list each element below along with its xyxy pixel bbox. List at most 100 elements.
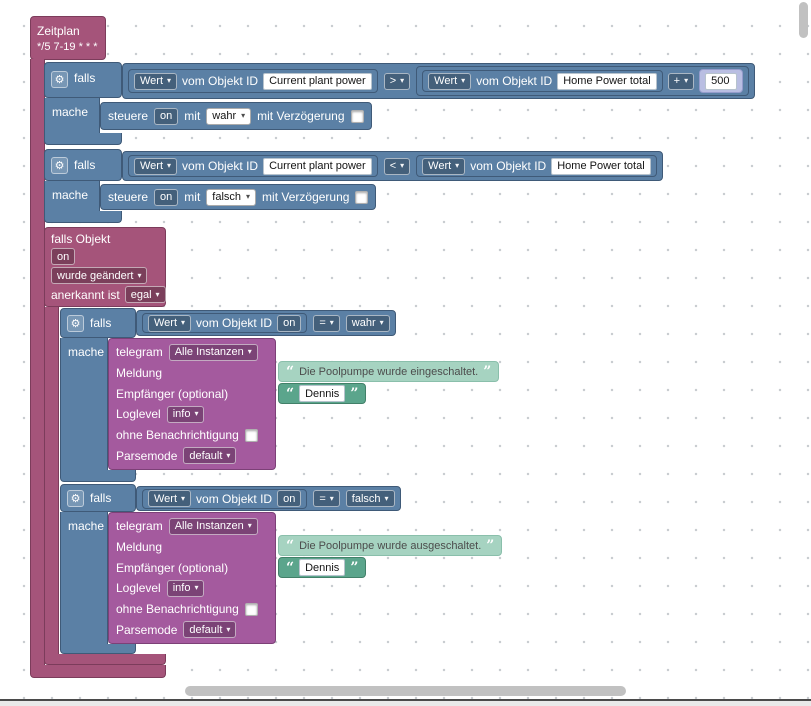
value-type-dropdown[interactable]: Wert ▾: [134, 72, 178, 90]
of-object-label: vom Objekt ID: [182, 74, 259, 88]
of-object-label: vom Objekt ID: [196, 316, 273, 330]
schedule-block-spine: [30, 59, 45, 665]
instance-dropdown[interactable]: Alle Instanzen ▾: [168, 343, 258, 361]
gear-icon[interactable]: ⚙: [51, 156, 68, 174]
parsemode-dropdown[interactable]: default ▾: [183, 621, 237, 639]
message-text[interactable]: Die Poolpumpe wurde ausgeschaltet.: [299, 539, 482, 552]
parsemode-dropdown[interactable]: default ▾: [183, 447, 237, 465]
do-section-3: mache: [60, 338, 108, 470]
telegram-block-1[interactable]: telegram Alle Instanzen ▾ Meldung Empfänge…: [108, 338, 276, 470]
value-block[interactable]: Wert ▾ vom Objekt ID Current plant power: [128, 155, 378, 177]
compare-block-3[interactable]: Wert ▾ vom Objekt ID on = ▾ wahr ▾: [136, 310, 396, 336]
schedule-title: Zeitplan: [37, 23, 80, 38]
value-type-dropdown[interactable]: Wert ▾: [148, 314, 192, 332]
delay-checkbox[interactable]: [350, 109, 364, 123]
oid-badge[interactable]: on: [154, 107, 179, 125]
chevron-down-icon: ▾: [181, 318, 186, 327]
message-text[interactable]: Die Poolpumpe wurde eingeschaltet.: [299, 365, 479, 378]
horizontal-scrollbar[interactable]: [185, 686, 626, 696]
dropdown-label: =: [319, 492, 326, 505]
value-type-dropdown[interactable]: Wert ▾: [134, 157, 178, 175]
oid-badge[interactable]: on: [277, 314, 302, 332]
recipient-field[interactable]: Dennis: [299, 385, 346, 402]
value-block[interactable]: Wert ▾ vom Objekt ID Home Power total: [416, 155, 657, 177]
object-id-field[interactable]: Current plant power: [263, 72, 372, 90]
number-shadow-block[interactable]: 500: [699, 69, 744, 93]
compare-block-2[interactable]: Wert ▾ vom Objekt ID Current plant power …: [122, 151, 663, 181]
cron-field[interactable]: */5 7-19 * * *: [37, 40, 98, 53]
ack-dropdown[interactable]: egal ▾: [124, 286, 166, 303]
value-type-dropdown[interactable]: Wert ▾: [422, 157, 466, 175]
gear-icon[interactable]: ⚙: [67, 489, 84, 507]
control-block-2[interactable]: steuere on mit falsch ▾ mit Verzögerung: [100, 184, 377, 210]
value-dropdown[interactable]: wahr ▾: [206, 107, 252, 125]
value-dropdown[interactable]: wahr ▾: [345, 314, 390, 332]
if-label: falls: [90, 491, 112, 505]
oid-badge[interactable]: on: [277, 490, 302, 507]
value-dropdown[interactable]: falsch ▾: [345, 490, 395, 507]
text-block[interactable]: “ Dennis ”: [278, 383, 367, 404]
chevron-down-icon: ▾: [400, 76, 405, 85]
chevron-down-icon: ▾: [194, 409, 199, 419]
value-type-dropdown[interactable]: Wert ▾: [148, 490, 192, 507]
gear-icon[interactable]: ⚙: [67, 314, 84, 332]
recipient-field[interactable]: Dennis: [299, 559, 346, 576]
on-change-trigger-block[interactable]: falls Objekt on wurde geändert ▾ anerkann…: [44, 227, 166, 307]
trigger-block-foot: [44, 654, 166, 665]
compare-block-4[interactable]: Wert ▾ vom Objekt ID on = ▾ falsch ▾: [136, 486, 401, 511]
oid-badge[interactable]: on: [51, 248, 76, 265]
of-object-label: vom Objekt ID: [476, 74, 553, 88]
schedule-block[interactable]: Zeitplan */5 7-19 * * *: [30, 16, 106, 60]
object-id-field[interactable]: Home Power total: [551, 157, 651, 175]
quote-open-icon: “: [286, 363, 295, 380]
operator-dropdown[interactable]: < ▾: [383, 157, 411, 175]
value-dropdown[interactable]: falsch ▾: [206, 188, 257, 206]
text-shadow-block[interactable]: “ Die Poolpumpe wurde eingeschaltet. ”: [278, 361, 500, 382]
operator-dropdown[interactable]: > ▾: [383, 72, 411, 90]
loglevel-dropdown[interactable]: info ▾: [166, 405, 205, 423]
vertical-scrollbar[interactable]: [799, 2, 808, 38]
operator-dropdown[interactable]: = ▾: [313, 314, 340, 332]
value-block[interactable]: Wert ▾ vom Objekt ID on: [142, 488, 308, 509]
text-block[interactable]: “ Dennis ”: [278, 557, 367, 578]
dropdown-label: wahr: [351, 317, 376, 329]
object-id-field[interactable]: Current plant power: [263, 157, 372, 175]
if-block-4[interactable]: ⚙ falls: [60, 484, 136, 512]
dropdown-label: info: [172, 582, 191, 595]
if-block-1-foot: [44, 133, 122, 145]
if-block-3[interactable]: ⚙ falls: [60, 308, 136, 338]
silent-checkbox[interactable]: [244, 602, 258, 616]
dropdown-label: wahr: [212, 110, 237, 122]
event-dropdown[interactable]: wurde geändert ▾: [51, 267, 148, 284]
value-block[interactable]: Wert ▾ vom Objekt ID Current plant power: [128, 69, 378, 93]
do-label: mache: [52, 188, 89, 202]
if-block-1[interactable]: ⚙ falls: [44, 62, 122, 98]
value-type-dropdown[interactable]: Wert ▾: [428, 72, 472, 90]
object-id-field[interactable]: Home Power total: [557, 72, 657, 90]
value-block[interactable]: Wert ▾ vom Objekt ID Home Power total: [422, 70, 663, 92]
oid-label: on: [283, 492, 296, 505]
math-block[interactable]: Wert ▾ vom Objekt ID Home Power total + ▾ …: [416, 66, 750, 96]
control-block-1[interactable]: steuere on mit wahr ▾ mit Verzögerung: [100, 102, 372, 130]
telegram-block-2[interactable]: telegram Alle Instanzen ▾ Meldung Empfänge…: [108, 512, 276, 644]
oid-badge[interactable]: on: [154, 188, 179, 206]
operator-dropdown[interactable]: + ▾: [667, 72, 695, 90]
gear-glyph: ⚙: [54, 159, 65, 172]
compare-block-1[interactable]: Wert ▾ vom Objekt ID Current plant power …: [122, 63, 756, 99]
dropdown-label: Alle Instanzen: [174, 520, 244, 533]
gear-icon[interactable]: ⚙: [51, 71, 68, 88]
instance-dropdown[interactable]: Alle Instanzen ▾: [168, 517, 258, 535]
dropdown-label: Wert: [140, 75, 164, 87]
number-field[interactable]: 500: [705, 72, 738, 90]
value-block[interactable]: Wert ▾ vom Objekt ID on: [142, 313, 308, 333]
delay-checkbox[interactable]: [355, 190, 369, 204]
loglevel-dropdown[interactable]: info ▾: [166, 579, 205, 597]
dropdown-label: info: [172, 408, 191, 421]
silent-checkbox[interactable]: [244, 428, 258, 442]
if-block-2[interactable]: ⚙ falls: [44, 149, 122, 181]
chevron-down-icon: ▾: [194, 583, 199, 593]
chevron-down-icon: ▾: [329, 493, 334, 503]
text-shadow-block[interactable]: “ Die Poolpumpe wurde ausgeschaltet. ”: [278, 535, 503, 556]
operator-dropdown[interactable]: = ▾: [313, 490, 340, 507]
